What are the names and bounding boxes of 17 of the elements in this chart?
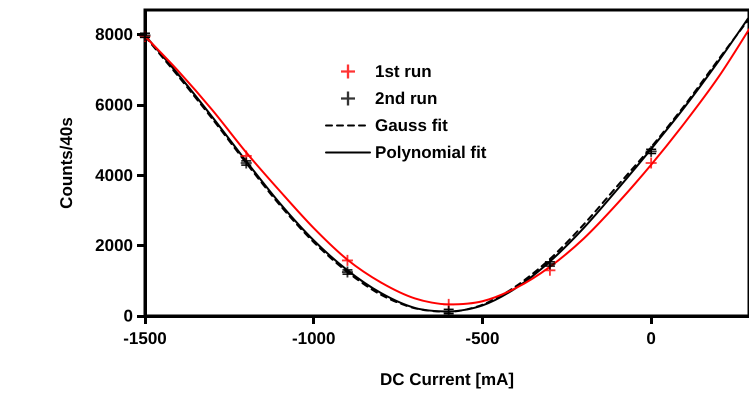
point <box>646 158 657 168</box>
x-tick-label: -1000 <box>292 329 336 348</box>
point <box>342 254 353 266</box>
x-tick-label: 0 <box>646 329 656 348</box>
x-tick-label: -1500 <box>123 329 167 348</box>
legend-label: Polynomial fit <box>375 143 487 162</box>
y-tick-label: 2000 <box>95 236 133 256</box>
x-axis-title: DC Current [mA] <box>380 370 514 389</box>
legend-label: 1st run <box>375 62 432 81</box>
x-tick-label: -500 <box>465 329 500 348</box>
y-axis-title: Counts/40s <box>57 117 76 209</box>
y-tick-label: 0 <box>124 306 133 326</box>
legend-label: 2nd run <box>375 89 438 108</box>
legend-label: Gauss fit <box>375 116 448 135</box>
y-tick-label: 8000 <box>95 25 133 44</box>
y-tick-label: 4000 <box>95 166 133 185</box>
y-tick-label: 6000 <box>95 95 133 114</box>
